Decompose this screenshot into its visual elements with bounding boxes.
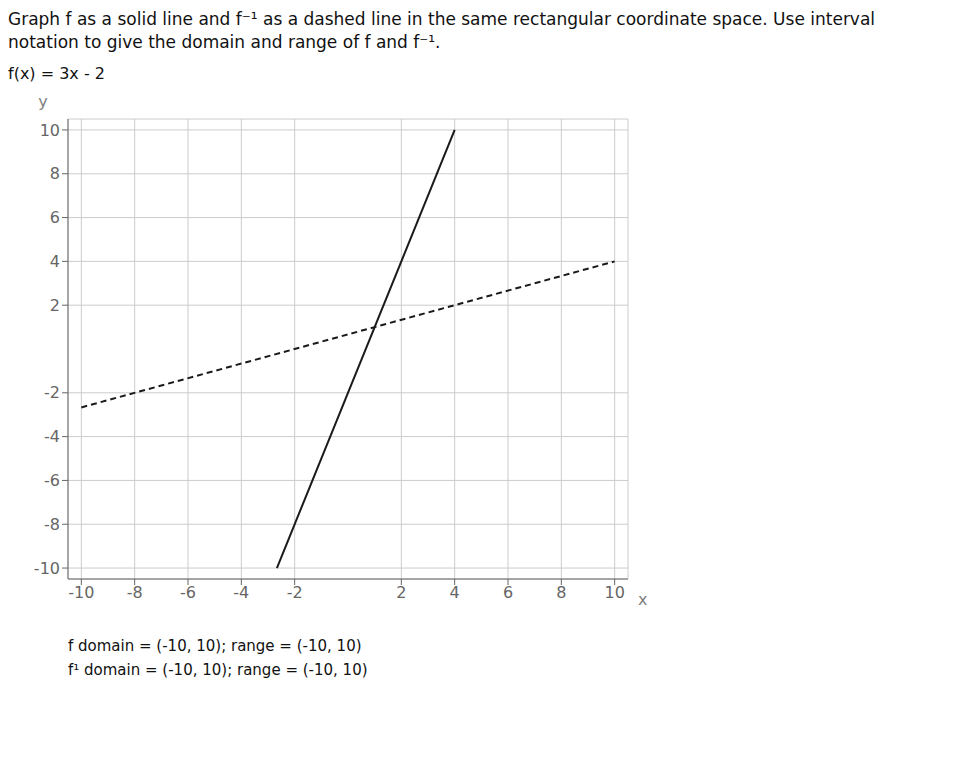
svg-text:-10: -10 [68, 583, 94, 602]
svg-text:4: 4 [450, 583, 460, 602]
html-text:f¹ domain = (-10, 10); range =: f¹ domain = (-10, 10); range = (-10, 10) [68, 660, 368, 679]
svg-text:4: 4 [50, 252, 60, 271]
svg-text:-10: -10 [34, 559, 60, 578]
svg-text:-8: -8 [127, 583, 143, 602]
svg-text:x: x [638, 590, 647, 609]
svg-text:8: 8 [556, 583, 566, 602]
svg-text:2: 2 [50, 296, 60, 315]
svg-text:y: y [38, 92, 47, 111]
svg-text:-4: -4 [44, 427, 60, 446]
svg-text:10: 10 [604, 583, 624, 602]
svg-text:-4: -4 [233, 583, 249, 602]
html-text:f(x) = 3x - 2: f(x) = 3x - 2 [8, 63, 105, 83]
svg-text:-2: -2 [287, 583, 303, 602]
html-text:f domain = (-10, 10); range =: f domain = (-10, 10); range = (-10, 10) [68, 636, 362, 655]
svg-text:6: 6 [503, 583, 513, 602]
svg-text:-6: -6 [44, 471, 60, 490]
svg-text:-6: -6 [180, 583, 196, 602]
svg-text:6: 6 [50, 208, 60, 227]
html-text:Graph f as a solid line and f⁻: Graph f as a solid line and f⁻¹ as a das… [8, 9, 876, 52]
svg-text:-2: -2 [44, 383, 60, 402]
svg-text:8: 8 [50, 164, 60, 183]
svg-text:10: 10 [40, 121, 60, 140]
svg-text:2: 2 [396, 583, 406, 602]
svg-text:-8: -8 [44, 515, 60, 534]
